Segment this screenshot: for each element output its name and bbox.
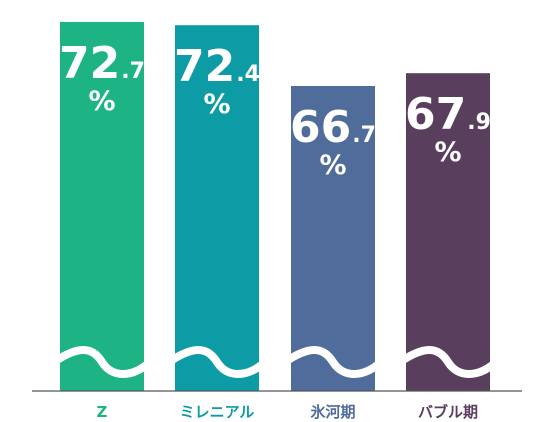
value-unit: % (88, 86, 115, 117)
axis-break-wave (165, 346, 269, 378)
value-label: 67.9 (405, 89, 491, 140)
bar (291, 86, 375, 391)
bars-group: 72.7%72.4% 66.7%67.9% (50, 22, 500, 391)
category-label: バブル期 (418, 403, 478, 421)
category-labels: Z ミレニアル 氷河期 バブル期 (97, 403, 478, 421)
value-unit: % (319, 150, 346, 181)
category-label: 氷河期 (310, 403, 355, 421)
category-label: ミレニアル (180, 403, 255, 421)
value-unit: % (203, 89, 230, 120)
value-label: 72.7 (59, 38, 145, 89)
axis-break-wave (396, 346, 500, 378)
bar (175, 25, 259, 391)
category-label: Z (97, 403, 108, 421)
bar (60, 22, 144, 391)
axis-break-wave (281, 346, 385, 378)
bar (406, 73, 490, 391)
value-label: 72.4 (174, 41, 260, 92)
axis-break-wave (50, 346, 154, 378)
value-label: 66.7 (290, 102, 376, 153)
value-unit: % (434, 137, 461, 168)
